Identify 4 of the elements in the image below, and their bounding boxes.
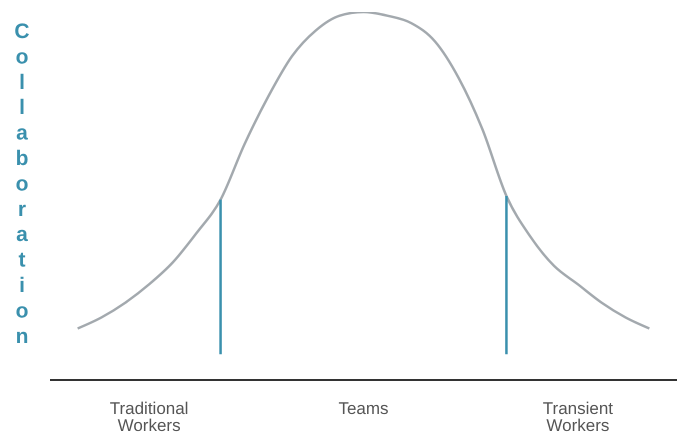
x-tick-label: Teams xyxy=(338,399,389,418)
text: Collaboration xyxy=(14,20,30,348)
x-tick-label: Traditional Workers xyxy=(110,399,188,436)
x-tick-label: Transient Workers xyxy=(542,399,614,436)
